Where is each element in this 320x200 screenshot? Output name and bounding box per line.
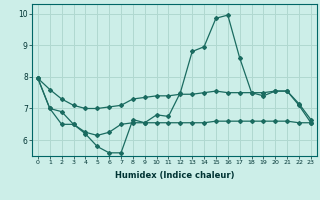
X-axis label: Humidex (Indice chaleur): Humidex (Indice chaleur) (115, 171, 234, 180)
